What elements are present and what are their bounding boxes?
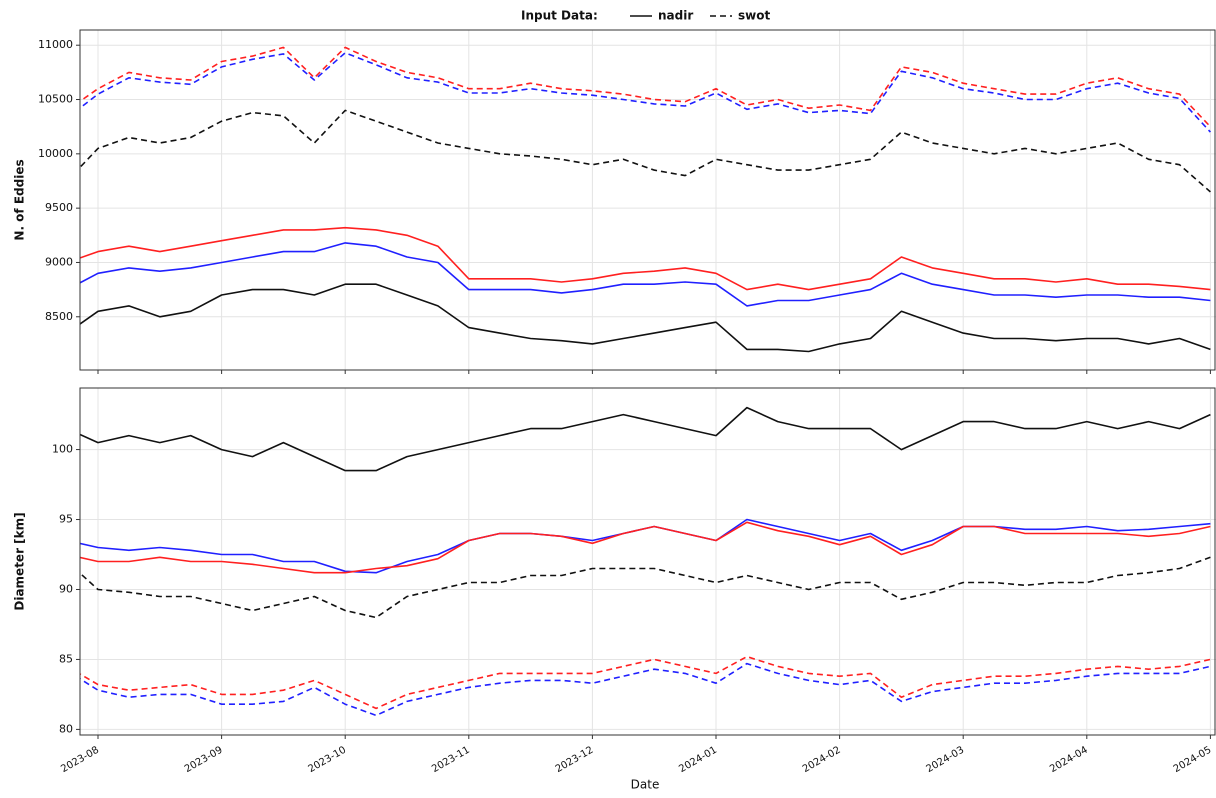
legend-title: Input Data: <box>521 9 598 23</box>
plot-frame <box>79 29 1216 371</box>
x-tick-label: 2023-11 <box>430 745 472 775</box>
x-tick-label: 2023-12 <box>554 745 596 775</box>
series-line <box>80 662 1211 717</box>
legend-label: swot <box>738 9 770 23</box>
plot-frame <box>79 387 1216 736</box>
series-line <box>80 521 1211 574</box>
series-line <box>80 283 1211 353</box>
x-tick-label: 2024-01 <box>677 745 719 775</box>
series-line <box>80 556 1211 619</box>
x-tick-label: 2024-04 <box>1048 745 1090 775</box>
legend-label: nadir <box>658 9 693 23</box>
y-tick-label: 95 <box>59 513 73 526</box>
series-line <box>80 52 1211 133</box>
x-tick-label: 2024-03 <box>925 745 967 775</box>
x-tick-label: 2023-08 <box>59 745 101 775</box>
plot-area <box>80 406 1211 717</box>
y-tick-label: 10000 <box>38 147 73 160</box>
series-line <box>80 46 1211 128</box>
y-tick-label: 90 <box>59 582 73 595</box>
series-line <box>80 518 1211 574</box>
y-tick-label: 8500 <box>45 310 73 323</box>
y-axis-label: N. of Eddies <box>13 159 27 240</box>
x-tick-label: 2023-09 <box>183 745 225 775</box>
series-line <box>80 226 1211 291</box>
x-axis-label: Date <box>631 778 660 792</box>
series-line <box>80 242 1211 307</box>
plot-area <box>80 46 1211 353</box>
series-line <box>80 406 1211 472</box>
y-tick-label: 85 <box>59 652 73 665</box>
y-tick-label: 80 <box>59 722 73 735</box>
y-tick-label: 9000 <box>45 255 73 268</box>
x-tick-label: 2023-10 <box>307 745 349 775</box>
series-line <box>80 109 1211 193</box>
y-tick-label: 100 <box>52 443 73 456</box>
y-tick-label: 11000 <box>38 38 73 51</box>
y-tick-label: 9500 <box>45 201 73 214</box>
x-tick-label: 2024-05 <box>1172 745 1214 775</box>
y-tick-label: 10500 <box>38 93 73 106</box>
series-line <box>80 655 1211 710</box>
x-tick-label: 2024-02 <box>801 745 843 775</box>
y-axis-label: Diameter [km] <box>13 512 27 610</box>
